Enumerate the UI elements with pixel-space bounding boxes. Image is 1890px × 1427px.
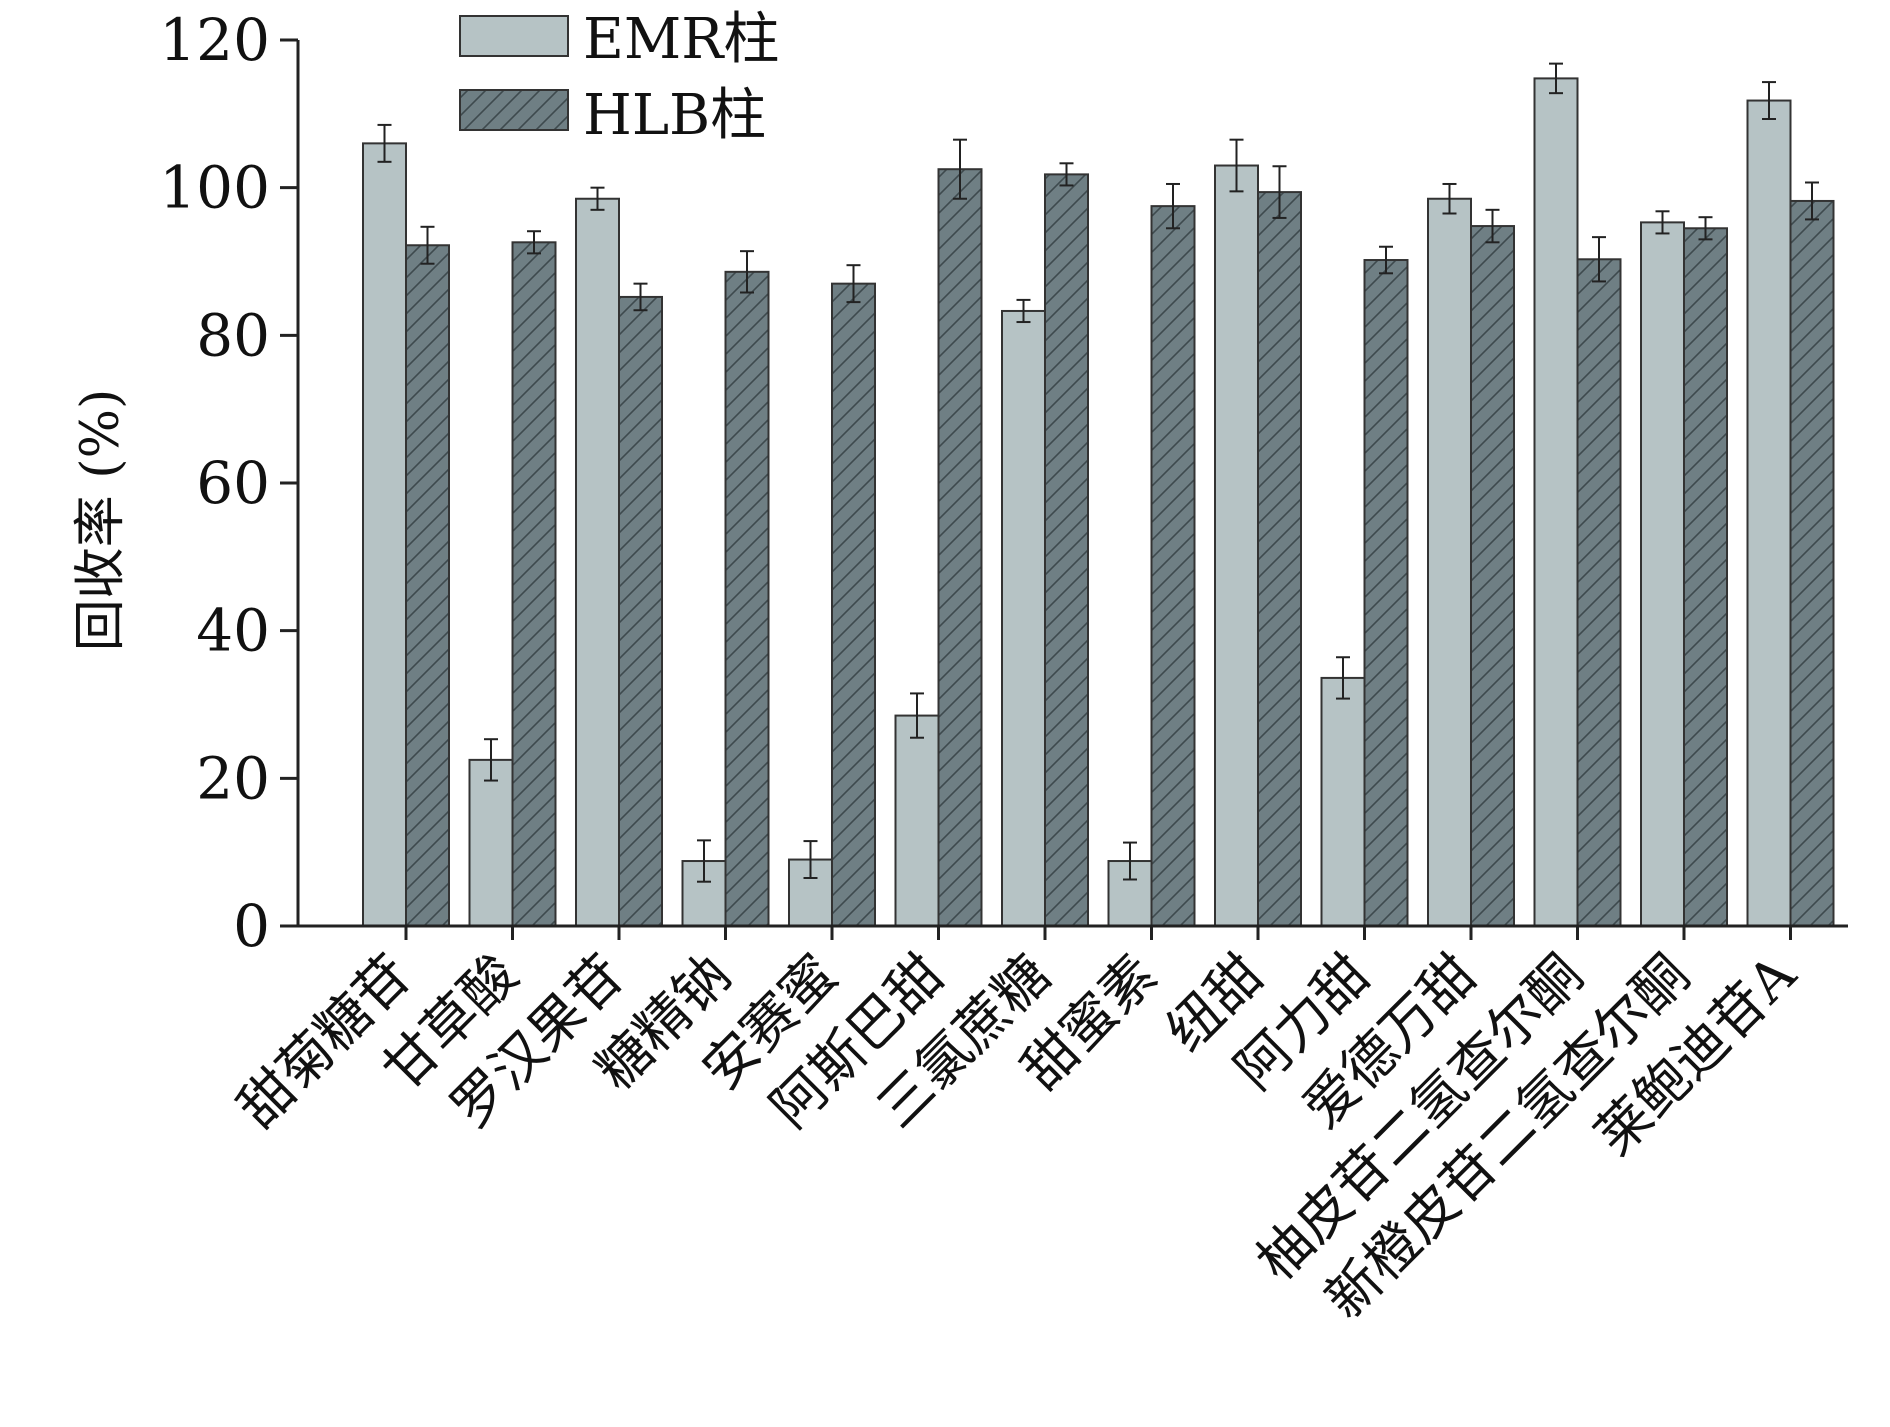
bar-hlb	[1683, 227, 1728, 927]
bar-emr	[1427, 197, 1472, 928]
bar-emr	[1214, 164, 1259, 927]
plot-area: 0 20 40 60 80 100 120 甜菊糖苷甘草酸罗汉果苷糖精钠安赛蜜阿斯巴甜三氯蔗…	[159, 6, 1848, 1331]
bar-hlb	[1576, 258, 1622, 928]
bar-emr	[1320, 676, 1366, 927]
y-tick-label: 80	[196, 301, 270, 369]
y-tick-label: 20	[196, 744, 270, 812]
bar-hlb	[1150, 205, 1196, 927]
bar-hlb	[1044, 173, 1089, 928]
bar-hlb	[724, 270, 770, 927]
y-tick-label: 100	[159, 154, 270, 222]
bars-layer	[362, 77, 1835, 928]
y-tick-label: 60	[196, 449, 270, 517]
bar-emr	[575, 197, 620, 928]
bar-hlb	[1363, 259, 1409, 928]
y-tick-label: 40	[196, 597, 270, 665]
y-tick-label: 120	[159, 6, 270, 74]
bar-emr	[894, 714, 940, 928]
bar-hlb	[831, 282, 876, 927]
bar-hlb	[937, 168, 983, 928]
y-axis-title: 回收率 (%)	[71, 389, 131, 652]
y-ticks-layer: 0 20 40 60 80 100 120	[159, 6, 298, 960]
bar-emr	[468, 758, 514, 927]
bar-emr	[1001, 309, 1046, 927]
bar-emr	[1533, 77, 1579, 928]
bar-emr	[1746, 99, 1792, 927]
x-ticks-layer	[404, 926, 1792, 940]
bar-hlb	[405, 244, 450, 928]
legend-swatch-hlb	[459, 89, 569, 131]
legend-swatch-emr	[459, 15, 569, 57]
bar-hlb	[618, 295, 663, 927]
error-bars-layer	[377, 62, 1819, 883]
bar-hlb	[511, 241, 557, 927]
bar-hlb	[1470, 225, 1515, 927]
bar-hlb	[1789, 199, 1835, 927]
bar-hlb	[1257, 191, 1302, 927]
legend-label-hlb: HLB柱	[583, 83, 766, 148]
legend-label-emr: EMR柱	[583, 7, 779, 72]
legend: EMR柱 HLB柱	[459, 7, 779, 148]
y-tick-label: 0	[233, 892, 270, 960]
bar-emr	[362, 142, 407, 928]
bar-emr	[1640, 221, 1685, 927]
category-labels-layer: 甜菊糖苷甘草酸罗汉果苷糖精钠安赛蜜阿斯巴甜三氯蔗糖甜蜜素纽甜阿力甜爱德万甜柚皮苷…	[226, 942, 1808, 1331]
